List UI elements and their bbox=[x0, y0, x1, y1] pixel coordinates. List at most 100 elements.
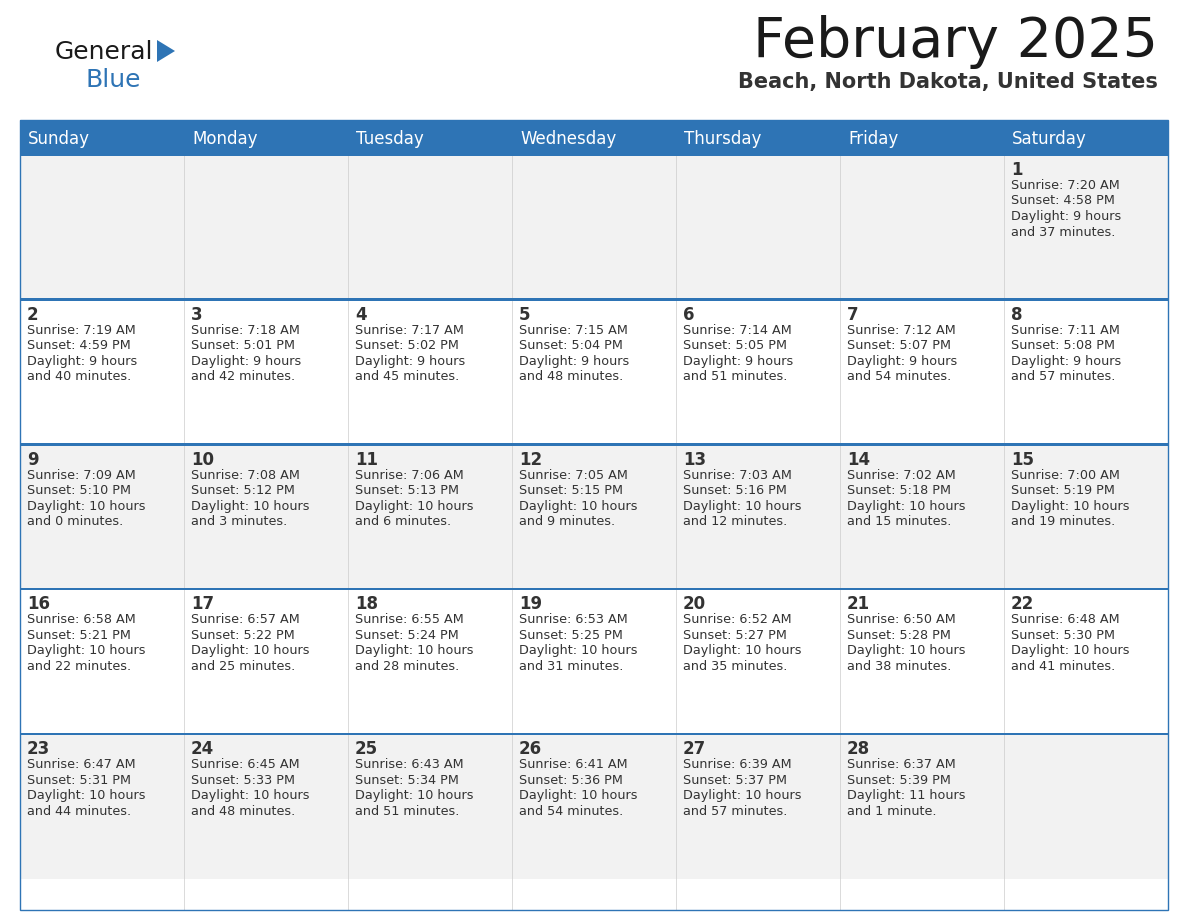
Text: Sunrise: 7:03 AM: Sunrise: 7:03 AM bbox=[683, 468, 792, 482]
Text: Sunset: 5:19 PM: Sunset: 5:19 PM bbox=[1011, 484, 1114, 498]
Text: and 22 minutes.: and 22 minutes. bbox=[27, 660, 131, 673]
Text: Daylight: 10 hours: Daylight: 10 hours bbox=[683, 499, 802, 512]
Bar bbox=[840, 444, 1004, 589]
Bar bbox=[348, 734, 512, 879]
Text: and 31 minutes.: and 31 minutes. bbox=[519, 660, 624, 673]
Text: Daylight: 9 hours: Daylight: 9 hours bbox=[27, 354, 138, 368]
Text: and 1 minute.: and 1 minute. bbox=[847, 805, 936, 818]
Text: Daylight: 10 hours: Daylight: 10 hours bbox=[683, 644, 802, 657]
Text: Sunrise: 7:11 AM: Sunrise: 7:11 AM bbox=[1011, 324, 1120, 337]
Text: Sunset: 5:08 PM: Sunset: 5:08 PM bbox=[1011, 340, 1116, 353]
Text: 28: 28 bbox=[847, 740, 870, 758]
Text: Sunrise: 7:00 AM: Sunrise: 7:00 AM bbox=[1011, 468, 1120, 482]
Bar bbox=[20, 120, 1168, 910]
Text: Daylight: 11 hours: Daylight: 11 hours bbox=[847, 789, 966, 802]
Text: Beach, North Dakota, United States: Beach, North Dakota, United States bbox=[738, 72, 1158, 92]
Text: Sunrise: 6:39 AM: Sunrise: 6:39 AM bbox=[683, 758, 791, 771]
Text: Daylight: 9 hours: Daylight: 9 hours bbox=[191, 354, 302, 368]
Text: and 40 minutes.: and 40 minutes. bbox=[27, 370, 131, 384]
Text: 25: 25 bbox=[355, 740, 378, 758]
Text: Daylight: 10 hours: Daylight: 10 hours bbox=[355, 789, 474, 802]
Bar bbox=[20, 155, 184, 300]
Text: Daylight: 10 hours: Daylight: 10 hours bbox=[191, 789, 310, 802]
Text: Sunset: 5:21 PM: Sunset: 5:21 PM bbox=[27, 629, 131, 642]
Bar bbox=[348, 300, 512, 444]
Bar bbox=[184, 734, 348, 879]
Text: 20: 20 bbox=[683, 596, 706, 613]
Bar bbox=[840, 734, 1004, 879]
Text: Sunset: 5:07 PM: Sunset: 5:07 PM bbox=[847, 340, 952, 353]
Bar bbox=[20, 589, 184, 734]
Text: Sunset: 5:04 PM: Sunset: 5:04 PM bbox=[519, 340, 623, 353]
Text: Sunrise: 6:50 AM: Sunrise: 6:50 AM bbox=[847, 613, 956, 626]
Text: 15: 15 bbox=[1011, 451, 1034, 468]
Bar bbox=[20, 444, 184, 589]
Bar bbox=[1004, 734, 1168, 879]
Text: Daylight: 10 hours: Daylight: 10 hours bbox=[355, 644, 474, 657]
Bar bbox=[1004, 300, 1168, 444]
Text: Sunrise: 7:20 AM: Sunrise: 7:20 AM bbox=[1011, 179, 1120, 192]
Bar bbox=[1004, 589, 1168, 734]
Text: Saturday: Saturday bbox=[1012, 130, 1087, 148]
Bar bbox=[1004, 123, 1168, 155]
Text: and 37 minutes.: and 37 minutes. bbox=[1011, 226, 1116, 239]
Text: 11: 11 bbox=[355, 451, 378, 468]
Bar bbox=[676, 300, 840, 444]
Text: Sunrise: 6:37 AM: Sunrise: 6:37 AM bbox=[847, 758, 956, 771]
Bar bbox=[20, 588, 1168, 590]
Bar bbox=[840, 300, 1004, 444]
Text: Monday: Monday bbox=[192, 130, 258, 148]
Bar bbox=[348, 444, 512, 589]
Text: Sunset: 5:36 PM: Sunset: 5:36 PM bbox=[519, 774, 623, 787]
Text: Sunday: Sunday bbox=[29, 130, 90, 148]
Bar bbox=[512, 589, 676, 734]
Bar bbox=[20, 733, 1168, 735]
Text: Sunset: 5:31 PM: Sunset: 5:31 PM bbox=[27, 774, 131, 787]
Text: Daylight: 10 hours: Daylight: 10 hours bbox=[847, 499, 966, 512]
Text: and 42 minutes.: and 42 minutes. bbox=[191, 370, 295, 384]
Text: Sunrise: 7:12 AM: Sunrise: 7:12 AM bbox=[847, 324, 956, 337]
Polygon shape bbox=[157, 40, 175, 62]
Text: 3: 3 bbox=[191, 306, 203, 324]
Text: and 48 minutes.: and 48 minutes. bbox=[519, 370, 624, 384]
Text: Sunset: 5:01 PM: Sunset: 5:01 PM bbox=[191, 340, 295, 353]
Text: 26: 26 bbox=[519, 740, 542, 758]
Bar bbox=[20, 443, 1168, 445]
Text: and 57 minutes.: and 57 minutes. bbox=[1011, 370, 1116, 384]
Text: Sunset: 5:10 PM: Sunset: 5:10 PM bbox=[27, 484, 131, 498]
Text: Friday: Friday bbox=[848, 130, 898, 148]
Bar bbox=[1004, 444, 1168, 589]
Text: and 54 minutes.: and 54 minutes. bbox=[847, 370, 952, 384]
Text: 4: 4 bbox=[355, 306, 367, 324]
Text: Sunrise: 6:53 AM: Sunrise: 6:53 AM bbox=[519, 613, 627, 626]
Text: and 0 minutes.: and 0 minutes. bbox=[27, 515, 124, 528]
Text: Sunset: 5:12 PM: Sunset: 5:12 PM bbox=[191, 484, 295, 498]
Bar bbox=[348, 123, 512, 155]
Text: Daylight: 10 hours: Daylight: 10 hours bbox=[191, 644, 310, 657]
Text: 10: 10 bbox=[191, 451, 214, 468]
Text: 21: 21 bbox=[847, 596, 870, 613]
Text: 14: 14 bbox=[847, 451, 870, 468]
Text: Sunset: 5:39 PM: Sunset: 5:39 PM bbox=[847, 774, 950, 787]
Text: 17: 17 bbox=[191, 596, 214, 613]
Bar bbox=[676, 155, 840, 300]
Bar bbox=[676, 123, 840, 155]
Text: Sunset: 5:30 PM: Sunset: 5:30 PM bbox=[1011, 629, 1116, 642]
Text: Daylight: 10 hours: Daylight: 10 hours bbox=[27, 789, 145, 802]
Text: Sunrise: 7:15 AM: Sunrise: 7:15 AM bbox=[519, 324, 628, 337]
Bar bbox=[184, 589, 348, 734]
Text: and 44 minutes.: and 44 minutes. bbox=[27, 805, 131, 818]
Text: and 41 minutes.: and 41 minutes. bbox=[1011, 660, 1116, 673]
Bar bbox=[348, 589, 512, 734]
Text: February 2025: February 2025 bbox=[753, 15, 1158, 69]
Text: Sunset: 5:16 PM: Sunset: 5:16 PM bbox=[683, 484, 786, 498]
Text: Sunset: 5:18 PM: Sunset: 5:18 PM bbox=[847, 484, 952, 498]
Bar bbox=[20, 300, 184, 444]
Text: Sunrise: 6:41 AM: Sunrise: 6:41 AM bbox=[519, 758, 627, 771]
Text: Sunset: 5:24 PM: Sunset: 5:24 PM bbox=[355, 629, 459, 642]
Text: 2: 2 bbox=[27, 306, 39, 324]
Text: 19: 19 bbox=[519, 596, 542, 613]
Text: and 51 minutes.: and 51 minutes. bbox=[683, 370, 788, 384]
Text: and 48 minutes.: and 48 minutes. bbox=[191, 805, 296, 818]
Bar bbox=[184, 300, 348, 444]
